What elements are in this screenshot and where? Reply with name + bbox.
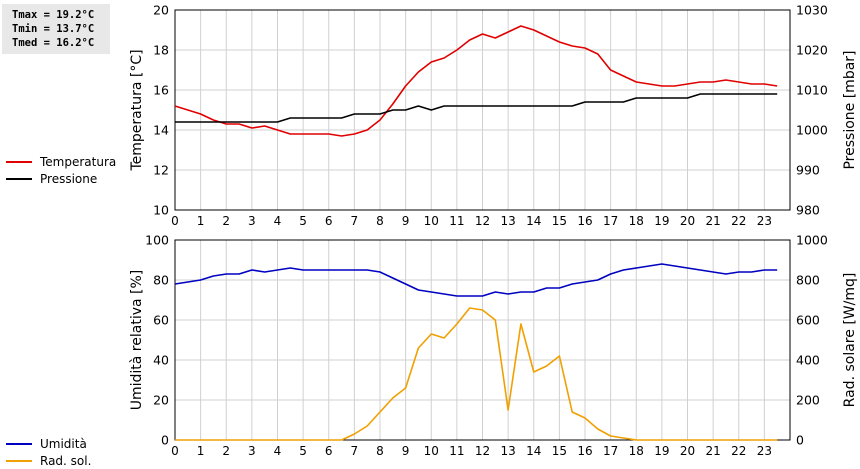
chart1-series-temperatura (174, 25, 778, 137)
chart2-y-right-tick-label: 800 (796, 273, 820, 288)
chart1-x-tick-label: 23 (757, 214, 772, 228)
chart1-x-tick-label: 11 (449, 214, 464, 228)
chart1-y-left-tick-label: 10 (153, 203, 169, 218)
chart2-x-tick-label: 2 (222, 444, 230, 458)
legend-label-temperatura: Temperatura (40, 154, 117, 169)
chart2-y-left-tick-label: 60 (153, 313, 169, 328)
chart1-y-left-tick-label: 16 (153, 83, 169, 98)
chart1-y-left-tick-label: 12 (153, 163, 169, 178)
chart2-y-left-tick-label: 0 (161, 433, 169, 448)
chart1-y-left-tick-label: 18 (153, 43, 169, 58)
chart1-x-tick-label: 1 (197, 214, 205, 228)
chart2-x-tick-label: 1 (197, 444, 205, 458)
chart2-y-left-tick-label: 80 (153, 273, 169, 288)
chart2-series-umidit (174, 263, 778, 297)
chart1-x-tick-label: 22 (731, 214, 746, 228)
chart1-y-right-tick-label: 1030 (796, 3, 828, 18)
chart2-x-tick-label: 15 (552, 444, 567, 458)
chart1-series-pressione (175, 93, 778, 123)
stats-box: Tmax = 19.2°C Tmin = 13.7°C Tmed = 16.2°… (2, 4, 110, 54)
chart2-series-rad-sol (175, 307, 778, 441)
chart1-x-tick-label: 17 (603, 214, 618, 228)
chart1-x-tick-label: 3 (248, 214, 256, 228)
chart1-y-right-tick-label: 1000 (796, 123, 828, 138)
chart1-y-left-label: Temperatura [°C] (129, 49, 145, 171)
chart1-x-tick-label: 8 (376, 214, 384, 228)
chart1-x-tick-label: 7 (351, 214, 359, 228)
stats-tmin: Tmin = 13.7°C (12, 23, 95, 35)
chart2-x-tick-label: 10 (424, 444, 439, 458)
chart2-x-tick-label: 11 (449, 444, 464, 458)
chart1-x-tick-label: 13 (500, 214, 515, 228)
chart2-x-tick-label: 0 (171, 444, 179, 458)
stats-tmed: Tmed = 16.2°C (12, 37, 95, 49)
chart1-x-tick-label: 18 (629, 214, 644, 228)
legend-swatch-temperatura (6, 160, 32, 163)
chart2-y-left-label: Umidità relativa [%] (129, 270, 145, 411)
chart1-x-tick-label: 4 (274, 214, 282, 228)
chart1-y-right-tick-label: 980 (796, 203, 820, 218)
chart2-x-tick-label: 13 (500, 444, 515, 458)
chart2-x-tick-label: 4 (274, 444, 282, 458)
chart2-y-right-tick-label: 400 (796, 353, 820, 368)
legend-top: Temperatura Pressione (6, 153, 116, 187)
chart1-y-right-tick-label: 1020 (796, 43, 828, 58)
chart2-y-right-tick-label: 1000 (796, 233, 828, 248)
legend-label-umidita: Umidità (40, 436, 87, 451)
chart2-x-tick-label: 5 (299, 444, 307, 458)
chart2-x-tick-label: 19 (654, 444, 669, 458)
chart2-y-left-tick-label: 100 (145, 233, 169, 248)
chart2-y-right-tick-label: 200 (796, 393, 820, 408)
chart2-x-tick-label: 3 (248, 444, 256, 458)
chart1-plot-frame (174, 9, 791, 211)
chart1-x-tick-label: 21 (705, 214, 720, 228)
chart1-y-right-tick-label: 1010 (796, 83, 828, 98)
chart2-x-tick-label: 12 (475, 444, 490, 458)
chart1-x-tick-label: 19 (654, 214, 669, 228)
chart1-x-tick-label: 6 (325, 214, 333, 228)
chart2-x-tick-label: 14 (526, 444, 541, 458)
chart1-x-tick-label: 2 (222, 214, 230, 228)
chart1-x-tick-label: 16 (577, 214, 592, 228)
legend-item-pressione: Pressione (6, 170, 116, 187)
chart2-x-tick-label: 7 (351, 444, 359, 458)
chart1-x-tick-label: 20 (680, 214, 695, 228)
chart1-x-tick-label: 0 (171, 214, 179, 228)
chart2-y-right-tick-label: 600 (796, 313, 820, 328)
chart2-x-tick-label: 21 (705, 444, 720, 458)
chart1-x-tick-label: 12 (475, 214, 490, 228)
legend-item-temperatura: Temperatura (6, 153, 116, 170)
chart2-x-tick-label: 17 (603, 444, 618, 458)
chart1-x-tick-label: 9 (402, 214, 410, 228)
chart2-x-tick-label: 23 (757, 444, 772, 458)
chart1-y-left-tick-label: 20 (153, 3, 169, 18)
legend-swatch-umidita (6, 442, 32, 445)
chart1-x-tick-label: 5 (299, 214, 307, 228)
chart2-x-tick-label: 9 (402, 444, 410, 458)
chart2-x-tick-label: 8 (376, 444, 384, 458)
chart2-y-right-tick-label: 0 (796, 433, 804, 448)
chart2-plot-frame (174, 239, 791, 441)
chart2-x-tick-label: 6 (325, 444, 333, 458)
chart1-x-tick-label: 14 (526, 214, 541, 228)
chart1-x-tick-label: 15 (552, 214, 567, 228)
chart1-y-right-label: Pressione [mbar] (842, 50, 858, 169)
chart2-x-tick-label: 22 (731, 444, 746, 458)
chart2-y-left-tick-label: 40 (153, 353, 169, 368)
chart1-y-right-tick-label: 990 (796, 163, 820, 178)
legend-swatch-pressione (6, 177, 32, 180)
chart2-x-tick-label: 20 (680, 444, 695, 458)
stats-tmax: Tmax = 19.2°C (12, 9, 95, 21)
chart1-y-left-tick-label: 14 (153, 123, 169, 138)
chart2-y-left-tick-label: 20 (153, 393, 169, 408)
chart2-x-tick-label: 18 (629, 444, 644, 458)
chart2-x-tick-label: 16 (577, 444, 592, 458)
chart2-y-right-label: Rad. solare [W/mq] (842, 273, 858, 408)
legend-label-pressione: Pressione (40, 171, 98, 186)
legend-item-umidita: Umidità (6, 435, 91, 452)
chart1-x-tick-label: 10 (424, 214, 439, 228)
